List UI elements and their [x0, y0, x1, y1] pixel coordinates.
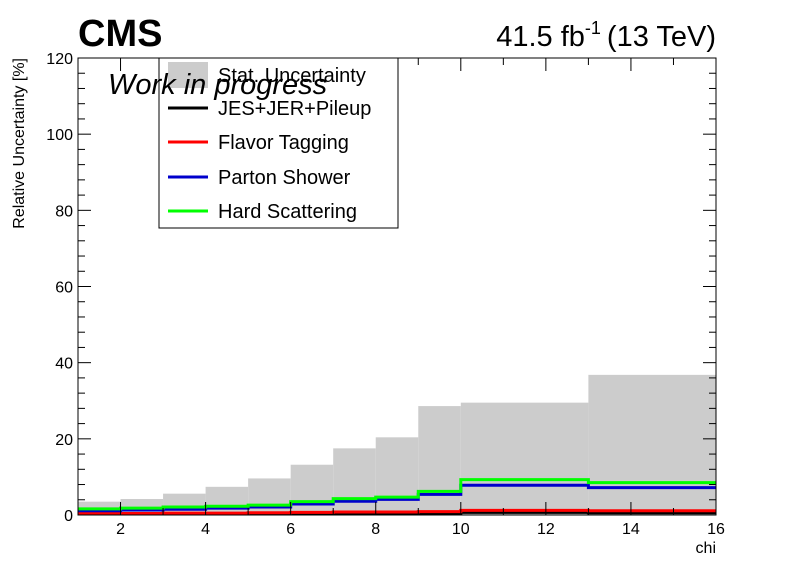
x-tick-label: 8 — [371, 521, 380, 538]
axes: 2 4 6 8 10 12 14 16 0 20 40 60 80 100 120 — [46, 51, 725, 538]
y-tick-label: 60 — [55, 280, 73, 297]
stat-uncertainty-bar — [290, 464, 334, 515]
legend-label-stat-uncertainty: Stat. Uncertainty — [218, 65, 366, 87]
y-tick-label: 40 — [55, 356, 73, 373]
x-tick-label: 12 — [537, 521, 555, 538]
legend-label-parton-shower: Parton Shower — [218, 167, 351, 189]
energy-label: (13 TeV) — [607, 21, 716, 53]
x-axis-label: chi — [696, 540, 716, 557]
y-tick-label: 80 — [55, 203, 73, 220]
stat-uncertainty-bar — [248, 478, 291, 515]
y-tick-label: 20 — [55, 432, 73, 449]
stat-uncertainty-bar — [375, 437, 419, 515]
stat-uncertainty-bar — [460, 402, 589, 515]
x-tick-label: 14 — [622, 521, 640, 538]
x-tick-label: 4 — [201, 521, 210, 538]
x-tick-label: 2 — [116, 521, 125, 538]
x-tick-label: 6 — [286, 521, 295, 538]
stat-uncertainty-bar — [333, 448, 376, 515]
luminosity-exponent: -1 — [585, 18, 601, 38]
luminosity-value: 41.5 fb — [496, 21, 585, 53]
legend-label-flavor-tagging: Flavor Tagging — [218, 132, 349, 154]
luminosity-label: 41.5 fb-1 (13 TeV) — [496, 18, 716, 53]
legend: Stat. Uncertainty JES+JER+Pileup Flavor Ta… — [158, 57, 399, 229]
legend-swatch-stat-uncertainty — [168, 62, 208, 88]
stat-uncertainty-bar — [588, 374, 716, 515]
y-tick-label: 100 — [46, 127, 73, 144]
y-axis-label: Relative Uncertainty [%] — [11, 58, 28, 229]
y-tick-label: 0 — [64, 508, 73, 525]
legend-label-hard-scattering: Hard Scattering — [218, 201, 357, 223]
status-label: Work in progress — [108, 69, 327, 101]
stat-uncertainty-bar — [418, 406, 461, 515]
plot-area — [78, 374, 716, 516]
y-tick-label: 120 — [46, 51, 73, 68]
stat-uncertainty-bar — [205, 486, 249, 515]
experiment-label: CMS — [78, 13, 162, 55]
x-tick-label: 10 — [452, 521, 470, 538]
series-line-hard-scattering — [78, 478, 716, 511]
x-tick-label: 16 — [707, 521, 725, 538]
legend-label-jes-jer-pileup: JES+JER+Pileup — [218, 98, 371, 120]
